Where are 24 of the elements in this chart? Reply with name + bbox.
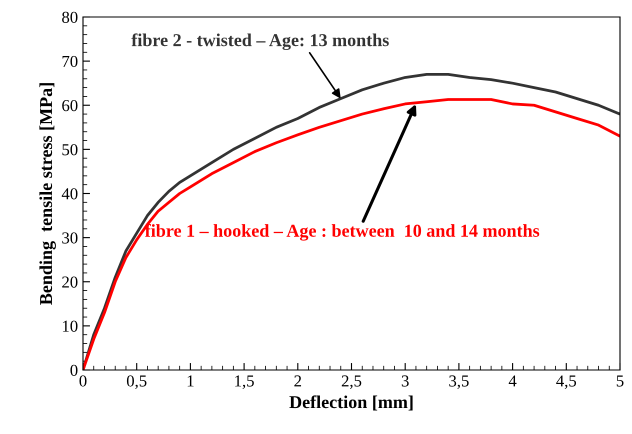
y-axis-title: Bending tensile stress [MPa] bbox=[39, 83, 56, 305]
y-tick-label: 80 bbox=[62, 12, 78, 23]
x-tick-label: 3 bbox=[402, 375, 409, 387]
x-tick-label: 3,5 bbox=[449, 375, 469, 389]
y-tick-label: 70 bbox=[62, 56, 78, 68]
x-tick-label: 4,5 bbox=[556, 375, 576, 389]
series-label: fibre 1 – hooked – Age : between 10 and 14 months bbox=[144, 224, 540, 241]
x-tick-label: 0,5 bbox=[126, 375, 146, 389]
series-label: fibre 2 - twisted – Age: 13 months bbox=[131, 33, 389, 50]
y-tick-label: 20 bbox=[62, 276, 78, 288]
x-tick-label: 2 bbox=[294, 375, 302, 386]
y-tick-label: 0 bbox=[70, 364, 78, 376]
x-tick-label: 1,5 bbox=[235, 375, 254, 389]
x-tick-label: 1 bbox=[188, 375, 194, 386]
y-tick-label: 50 bbox=[62, 144, 78, 156]
x-axis-title: Deflection [mm] bbox=[289, 395, 413, 410]
x-tick-label: 5 bbox=[616, 376, 624, 387]
x-tick-label: 2,5 bbox=[342, 375, 362, 389]
y-tick-label: 30 bbox=[62, 232, 78, 244]
x-tick-label: 4 bbox=[508, 375, 517, 386]
x-tick-label: 0 bbox=[79, 375, 87, 387]
y-tick-label: 40 bbox=[62, 188, 78, 200]
y-tick-label: 10 bbox=[62, 320, 78, 332]
y-tick-label: 60 bbox=[62, 100, 78, 112]
